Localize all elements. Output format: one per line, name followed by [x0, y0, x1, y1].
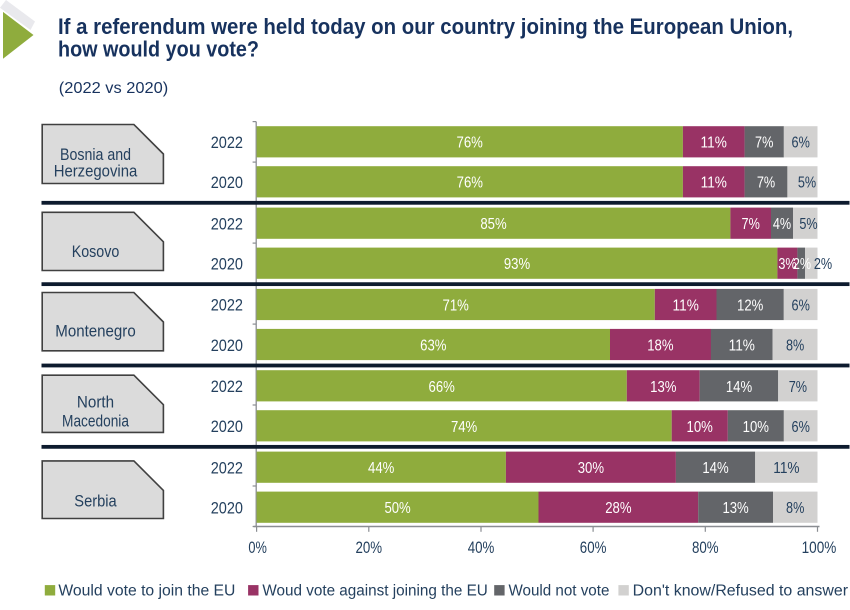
svg-text:2%: 2%	[793, 256, 811, 273]
svg-text:2020: 2020	[211, 417, 243, 436]
svg-text:8%: 8%	[786, 500, 804, 517]
svg-text:7%: 7%	[742, 216, 760, 233]
svg-text:2020: 2020	[211, 173, 243, 192]
svg-text:28%: 28%	[605, 500, 631, 517]
svg-text:44%: 44%	[368, 460, 394, 477]
svg-text:50%: 50%	[384, 500, 410, 517]
svg-text:2022: 2022	[211, 296, 243, 315]
svg-text:12%: 12%	[737, 297, 763, 314]
svg-text:3%: 3%	[778, 256, 796, 273]
svg-text:North: North	[77, 393, 114, 412]
svg-text:Would not vote: Would not vote	[509, 583, 610, 600]
svg-text:Bosnia and: Bosnia and	[60, 145, 131, 164]
svg-text:18%: 18%	[647, 337, 673, 354]
svg-text:how would you vote?: how would you vote?	[58, 36, 259, 61]
svg-text:Woud vote against joining the: Woud vote against joining the EU	[262, 583, 487, 600]
svg-text:66%: 66%	[429, 379, 455, 396]
svg-text:4%: 4%	[773, 216, 791, 233]
svg-text:7%: 7%	[789, 379, 807, 396]
svg-text:Montenegro: Montenegro	[55, 322, 135, 341]
svg-text:11%: 11%	[701, 175, 727, 192]
svg-text:6%: 6%	[792, 297, 810, 314]
svg-text:11%: 11%	[673, 297, 699, 314]
svg-text:0%: 0%	[248, 538, 267, 557]
svg-text:85%: 85%	[480, 216, 506, 233]
svg-text:71%: 71%	[443, 297, 469, 314]
svg-text:Serbia: Serbia	[74, 492, 117, 511]
svg-text:40%: 40%	[468, 538, 495, 557]
svg-text:76%: 76%	[457, 175, 483, 192]
svg-text:Don't know/Refused to answer: Don't know/Refused to answer	[633, 583, 848, 600]
svg-text:Macedonia: Macedonia	[62, 412, 129, 431]
svg-text:80%: 80%	[692, 538, 719, 557]
svg-text:Kosovo: Kosovo	[72, 242, 120, 261]
svg-text:63%: 63%	[420, 337, 446, 354]
svg-text:8%: 8%	[786, 337, 804, 354]
svg-text:7%: 7%	[755, 135, 773, 152]
svg-text:6%: 6%	[792, 135, 810, 152]
svg-text:11%: 11%	[701, 135, 727, 152]
svg-text:14%: 14%	[726, 379, 752, 396]
svg-text:74%: 74%	[451, 419, 477, 436]
svg-text:(2022 vs 2020): (2022 vs 2020)	[59, 80, 168, 97]
svg-text:Would vote to join the EU: Would vote to join the EU	[58, 583, 235, 600]
svg-text:76%: 76%	[457, 135, 483, 152]
svg-text:2020: 2020	[211, 336, 243, 355]
svg-text:2020: 2020	[211, 254, 243, 273]
svg-text:13%: 13%	[722, 500, 748, 517]
svg-text:5%: 5%	[799, 216, 817, 233]
svg-text:60%: 60%	[580, 538, 607, 557]
svg-text:14%: 14%	[702, 460, 728, 477]
svg-text:11%: 11%	[773, 460, 799, 477]
svg-text:5%: 5%	[798, 175, 816, 192]
svg-text:100%: 100%	[802, 538, 837, 557]
svg-text:20%: 20%	[356, 538, 383, 557]
svg-text:13%: 13%	[650, 379, 676, 396]
svg-text:2022: 2022	[211, 214, 243, 233]
svg-text:If a referendum were held toda: If a referendum were held today on our c…	[58, 14, 793, 39]
svg-text:30%: 30%	[578, 460, 604, 477]
svg-text:7%: 7%	[757, 175, 775, 192]
svg-text:10%: 10%	[687, 419, 713, 436]
svg-text:2022: 2022	[211, 133, 243, 152]
svg-text:2022: 2022	[211, 458, 243, 477]
svg-text:2020: 2020	[211, 499, 243, 518]
svg-text:Herzegovina: Herzegovina	[54, 162, 138, 181]
svg-text:2%: 2%	[814, 256, 832, 273]
svg-text:11%: 11%	[729, 337, 755, 354]
svg-text:10%: 10%	[743, 419, 769, 436]
svg-text:6%: 6%	[792, 419, 810, 436]
svg-text:2022: 2022	[211, 377, 243, 396]
svg-text:93%: 93%	[504, 256, 530, 273]
